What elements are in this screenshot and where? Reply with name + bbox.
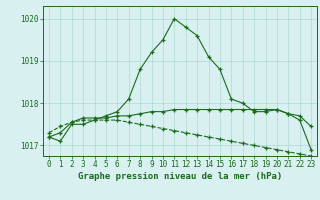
X-axis label: Graphe pression niveau de la mer (hPa): Graphe pression niveau de la mer (hPa) (78, 172, 282, 181)
